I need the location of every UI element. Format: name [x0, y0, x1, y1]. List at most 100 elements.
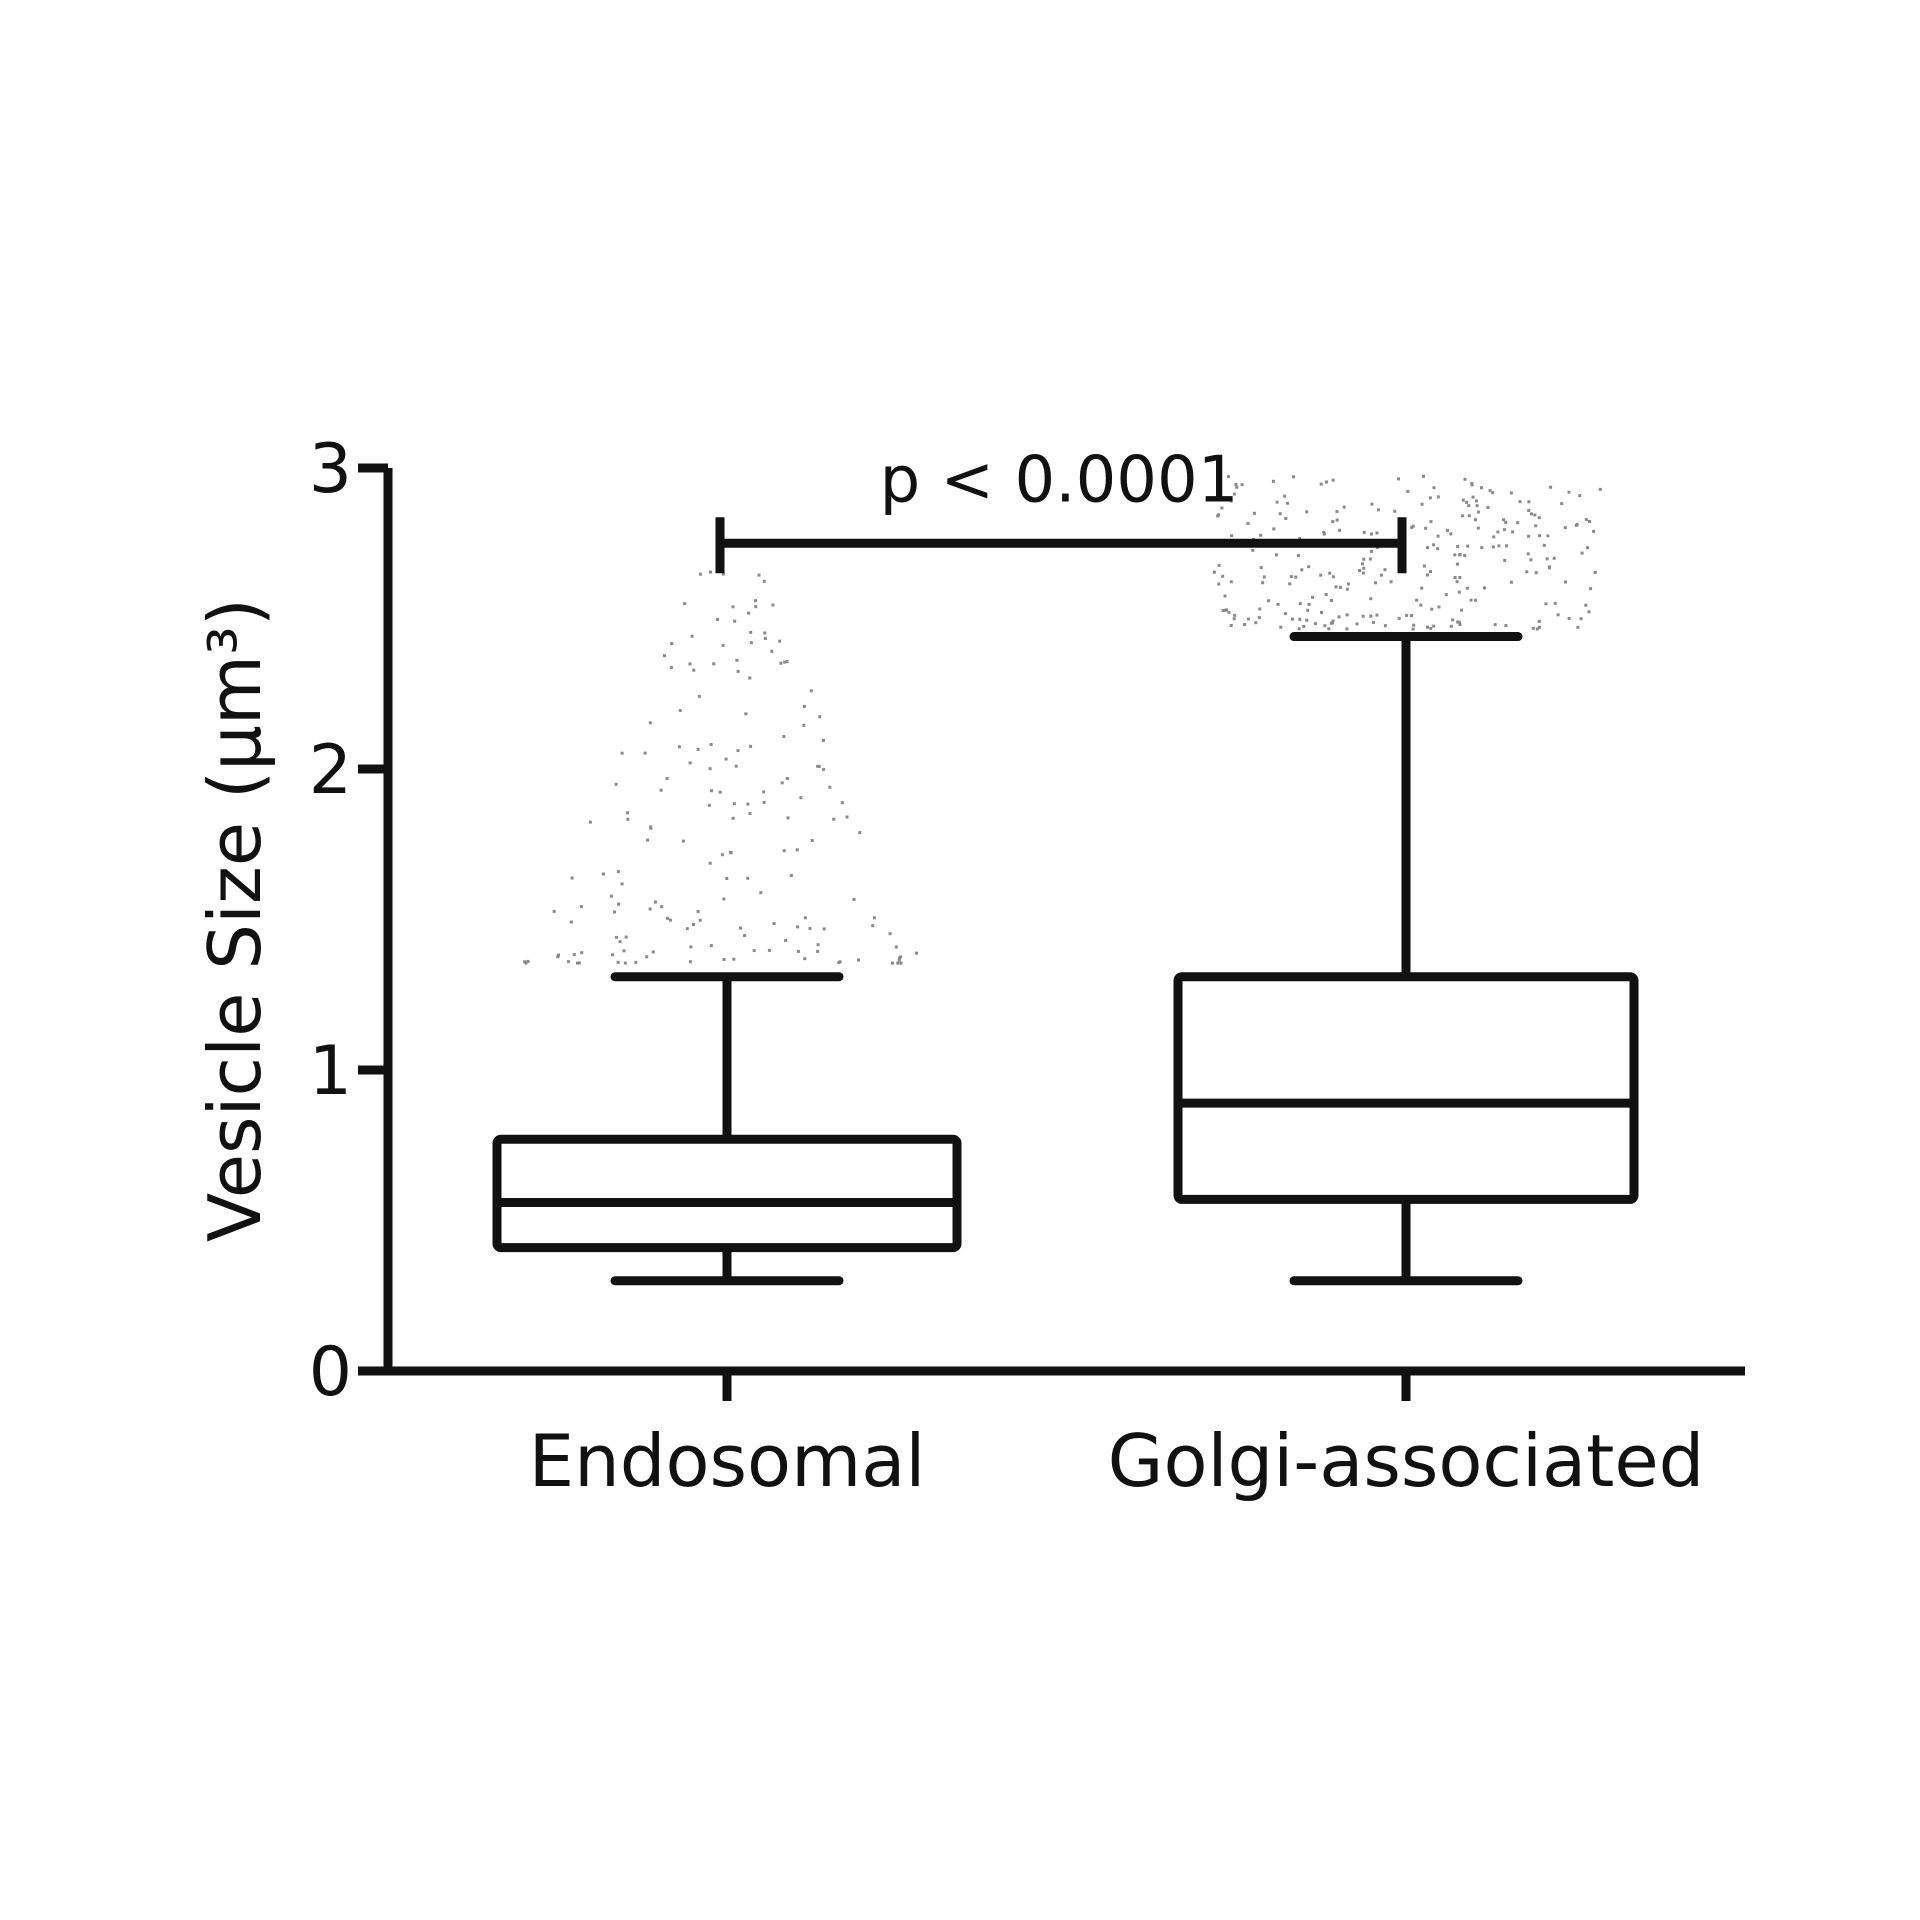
outlier-point: [1567, 617, 1571, 620]
outlier-point: [1368, 557, 1372, 561]
outlier-point: [1428, 496, 1432, 500]
outlier-point: [1546, 534, 1550, 538]
outlier-point: [1463, 477, 1467, 481]
outlier-point: [1221, 609, 1225, 613]
outlier-point: [1291, 617, 1294, 621]
outlier-point: [779, 661, 783, 665]
outlier-point: [1444, 593, 1448, 597]
outlier-point: [580, 951, 584, 955]
outlier-point: [1461, 514, 1465, 518]
outlier-point: [718, 790, 722, 794]
y-tick-label: 0: [309, 1333, 352, 1412]
outlier-point: [696, 910, 700, 913]
outlier-point: [623, 961, 627, 965]
outlier-point: [789, 873, 793, 877]
outlier-point: [1526, 552, 1530, 556]
outlier-point: [1465, 500, 1469, 504]
outlier-point: [1426, 625, 1429, 629]
outlier-point: [871, 924, 875, 928]
outlier-point: [688, 662, 692, 666]
outlier-point: [1361, 562, 1364, 566]
outlier-point: [1322, 532, 1326, 536]
outlier-point: [1254, 621, 1258, 625]
outlier-point: [721, 643, 725, 647]
outlier-point: [665, 777, 669, 780]
outlier-point: [1335, 518, 1339, 522]
outlier-point: [1503, 558, 1507, 562]
outlier-point: [624, 935, 628, 939]
outlier-point: [749, 630, 753, 634]
outlier-point: [1586, 546, 1589, 550]
outlier-point: [1259, 566, 1263, 570]
outlier-point: [747, 611, 751, 615]
outlier-point: [659, 788, 663, 792]
outlier-point: [1420, 502, 1424, 506]
outlier-point: [1422, 474, 1425, 478]
outlier-point: [1375, 531, 1379, 535]
outlier-point: [840, 801, 844, 805]
outlier-point: [697, 694, 701, 698]
outlier-point: [1552, 556, 1556, 560]
axes: 0 1 2 3 Endosomal Golgi-associated: [309, 430, 1745, 1503]
outlier-point: [1302, 625, 1306, 628]
outlier-point: [1492, 535, 1496, 539]
outlier-point: [708, 767, 712, 771]
outlier-point: [1422, 564, 1426, 568]
outlier-point: [1323, 624, 1327, 628]
outlier-point: [838, 960, 842, 964]
outlier-point: [1320, 611, 1323, 614]
outlier-point: [762, 790, 766, 794]
outlier-point: [1469, 598, 1473, 602]
outlier-point: [1369, 532, 1373, 536]
outlier-point: [1217, 563, 1221, 567]
outlier-point: [731, 605, 735, 609]
outlier-point: [748, 676, 752, 680]
outlier-point: [570, 876, 574, 880]
outlier-point: [634, 960, 638, 964]
outlier-point: [1542, 543, 1546, 547]
outlier-point: [1251, 548, 1255, 552]
outlier-point: [1453, 553, 1457, 557]
box-golgi-associated: [1173, 632, 1639, 1286]
outlier-point: [722, 897, 726, 901]
outlier-point: [1409, 614, 1413, 617]
outlier-point: [601, 872, 605, 876]
outlier-point: [1480, 486, 1483, 490]
outlier-point: [1579, 617, 1583, 621]
outlier-point: [1432, 486, 1436, 490]
outlier-point: [795, 848, 799, 852]
outlier-point: [678, 709, 682, 712]
outlier-point: [1232, 617, 1236, 621]
outlier-point: [754, 605, 758, 609]
outlier-point: [1300, 568, 1304, 572]
outlier-point: [872, 916, 876, 920]
outlier-point: [1449, 532, 1453, 536]
outlier-point: [896, 961, 900, 965]
outlier-point: [743, 934, 747, 937]
outlier-point: [1216, 514, 1220, 518]
outlier-point: [1355, 622, 1359, 626]
outlier-point: [809, 689, 813, 693]
outlier-point: [572, 953, 576, 957]
outlier-point: [616, 870, 620, 874]
outlier-point: [1246, 522, 1250, 525]
outlier-point: [1474, 598, 1477, 602]
outlier-point: [670, 642, 674, 645]
p-value-label: p < 0.0001: [880, 443, 1239, 517]
outlier-point: [1474, 518, 1477, 522]
outlier-point: [784, 939, 788, 942]
x-category-label: Endosomal: [529, 1419, 926, 1503]
outlier-point: [749, 744, 753, 748]
outlier-point: [1527, 500, 1531, 504]
outlier-point: [618, 940, 622, 944]
outlier-point: [1329, 599, 1333, 602]
outlier-point: [1548, 566, 1551, 570]
outlier-point: [1488, 489, 1492, 493]
outlier-point: [1329, 621, 1333, 625]
outlier-point: [614, 935, 618, 939]
y-axis-title: Vesicle Size (µm³): [193, 598, 277, 1242]
outlier-point: [746, 802, 750, 806]
outlier-point: [646, 838, 650, 842]
outlier-point: [734, 764, 738, 768]
outlier-point: [1292, 475, 1295, 479]
